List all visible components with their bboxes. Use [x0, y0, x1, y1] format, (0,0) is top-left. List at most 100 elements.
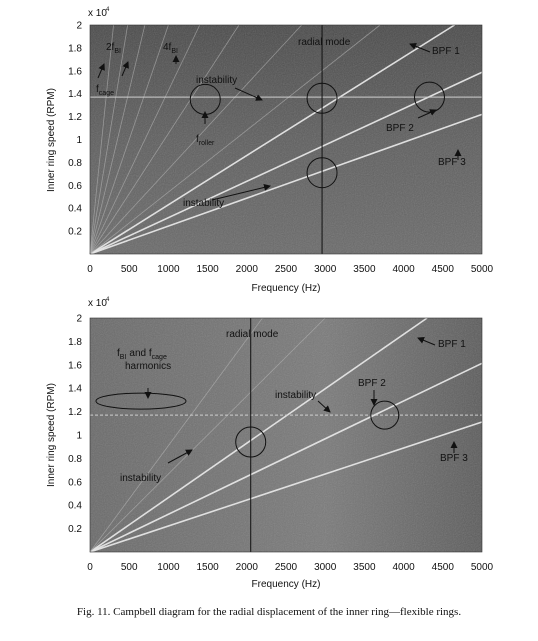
- bottom-annotation-instability: instability: [275, 390, 316, 401]
- figure-caption: Fig. 11. Campbell diagram for the radial…: [76, 606, 462, 618]
- top-annotation-radial-mode: radial mode: [298, 37, 351, 48]
- top-annotation-bpf-3: BPF 3: [438, 157, 466, 168]
- bottom-annotation-arrow-1: [417, 337, 436, 346]
- top-plot-noise: [90, 25, 482, 254]
- top-highlight-circle-2: [306, 82, 338, 114]
- top-order-line-2: [89, 71, 483, 255]
- bottom-annotation-arrow-5: [167, 449, 193, 464]
- bottom-y-axis-label: Inner ring speed (RPM): [46, 383, 57, 487]
- bottom-x-axis-label: Frequency (Hz): [252, 579, 321, 590]
- top-fcage-label: fcage: [96, 84, 114, 97]
- top-order-line-6: [89, 24, 240, 255]
- top-4fbi-label: 4fBI: [163, 42, 178, 55]
- top-y-tick-label: 0.4: [68, 204, 82, 215]
- top-order-line-5: [89, 24, 302, 255]
- bottom-order-line-2: [89, 362, 483, 553]
- top-x-tick-label: 4500: [432, 264, 455, 275]
- bottom-x-tick-label: 500: [121, 562, 138, 573]
- bottom-x-tick-label: 0: [87, 562, 93, 573]
- top-annotation-instability: instability: [196, 75, 237, 86]
- bottom-annotation-bpf-1: BPF 1: [438, 339, 466, 350]
- top-y-tick-label: 1.8: [68, 43, 82, 54]
- bottom-x-tick-label: 2000: [236, 562, 259, 573]
- top-annotation-instability: instability: [183, 198, 224, 209]
- bottom-harmonics-ellipse: [95, 392, 187, 410]
- top-order-line-10: [89, 24, 129, 255]
- top-order-line-7: [89, 24, 201, 255]
- top-order-line-3: [89, 113, 483, 255]
- bottom-highlight-circle-2: [370, 400, 400, 430]
- bottom-y-tick-label: 1.8: [68, 337, 82, 348]
- bottom-fbi-fcage-label: fBI and fcage: [117, 348, 167, 361]
- bottom-x-tick-label: 2500: [275, 562, 298, 573]
- top-plot-frame: [89, 24, 483, 255]
- top-y-multiplier: x 10: [88, 8, 107, 19]
- bottom-y-tick-label: 0.2: [68, 524, 82, 535]
- bottom-annotation-arrow-4: [317, 400, 331, 413]
- top-y-tick-label: 0.6: [68, 181, 82, 192]
- top-annotation-arrow-5: [211, 184, 271, 201]
- top-annotation-arrow-3: [417, 109, 437, 119]
- top-order-line-4: [89, 24, 381, 255]
- top-annotation-bpf-1: BPF 1: [432, 46, 460, 57]
- bottom-x-tick-label: 3500: [353, 562, 376, 573]
- top-x-tick-label: 3000: [314, 264, 337, 275]
- bottom-x-tick-label: 4000: [392, 562, 415, 573]
- bottom-y-exponent: 4: [106, 297, 110, 303]
- bottom-order-line-3: [89, 421, 483, 553]
- top-annotation-arrow-6: [97, 63, 105, 79]
- bottom-annotation-radial-mode: radial mode: [226, 329, 279, 340]
- top-x-tick-label: 2500: [275, 264, 298, 275]
- top-x-tick-label: 0: [87, 264, 93, 275]
- bottom-y-tick-label: 1: [76, 431, 82, 442]
- bottom-plot-frame: [89, 317, 483, 553]
- bottom-y-tick-label: 0.8: [68, 454, 82, 465]
- bottom-order-line-5: [89, 317, 263, 553]
- top-y-tick-label: 2: [76, 21, 82, 32]
- top-order-line-9: [89, 24, 146, 255]
- bottom-y-multiplier: x 10: [88, 298, 107, 309]
- bottom-order-line-4: [89, 317, 326, 553]
- bottom-x-tick-label: 4500: [432, 562, 455, 573]
- top-order-line-1: [89, 24, 455, 255]
- top-x-tick-label: 4000: [392, 264, 415, 275]
- bottom-y-tick-label: 1.2: [68, 407, 82, 418]
- top-froller-label: froller: [196, 134, 215, 147]
- bottom-y-tick-label: 2: [76, 314, 82, 325]
- bottom-annotation-bpf-3: BPF 3: [440, 453, 468, 464]
- top-y-tick-label: 1.4: [68, 89, 82, 100]
- top-y-tick-label: 1.2: [68, 112, 82, 123]
- top-annotation-arrow-1: [234, 87, 263, 101]
- bottom-x-tick-label: 1000: [157, 562, 180, 573]
- bottom-y-tick-label: 1.6: [68, 360, 82, 371]
- bottom-x-tick-label: 5000: [471, 562, 494, 573]
- top-y-axis-label: Inner ring speed (RPM): [46, 88, 57, 192]
- top-y-tick-label: 0.8: [68, 158, 82, 169]
- bottom-x-tick-label: 1500: [196, 562, 219, 573]
- bottom-y-tick-label: 0.4: [68, 501, 82, 512]
- top-x-tick-label: 1500: [196, 264, 219, 275]
- bottom-annotation-bpf-2: BPF 2: [358, 378, 386, 389]
- top-annotation-arrow-7: [121, 61, 129, 77]
- top-x-tick-label: 3500: [353, 264, 376, 275]
- bottom-highlight-circle-1: [235, 426, 267, 458]
- top-x-tick-label: 5000: [471, 264, 494, 275]
- top-y-tick-label: 1: [76, 135, 82, 146]
- top-x-tick-label: 1000: [157, 264, 180, 275]
- top-campbell-panel: x 10 4 0.2 0.4 0.6 0.8 1 1.2 1.4 1.6 1.8 2 0 500 10…: [46, 7, 494, 294]
- top-2fbi-label: 2fBI: [106, 42, 121, 55]
- top-x-tick-label: 2000: [236, 264, 259, 275]
- top-y-tick-label: 0.2: [68, 227, 82, 238]
- top-x-tick-label: 500: [121, 264, 138, 275]
- bottom-campbell-panel: x 10 4 0.2 0.4 0.6 0.8 1 1.2 1.4 1.6 1.8 2 0 500 10…: [46, 297, 494, 590]
- top-annotation-arrow-2: [409, 42, 431, 53]
- bottom-y-tick-label: 0.6: [68, 477, 82, 488]
- bottom-y-tick-label: 1.4: [68, 384, 82, 395]
- top-order-line-8: [89, 24, 169, 255]
- top-order-line-11: [89, 24, 114, 255]
- top-x-axis-label: Frequency (Hz): [252, 283, 321, 294]
- bottom-annotation-instability: instability: [120, 473, 161, 484]
- top-y-exponent: 4: [106, 7, 110, 13]
- bottom-order-line-1: [89, 317, 428, 553]
